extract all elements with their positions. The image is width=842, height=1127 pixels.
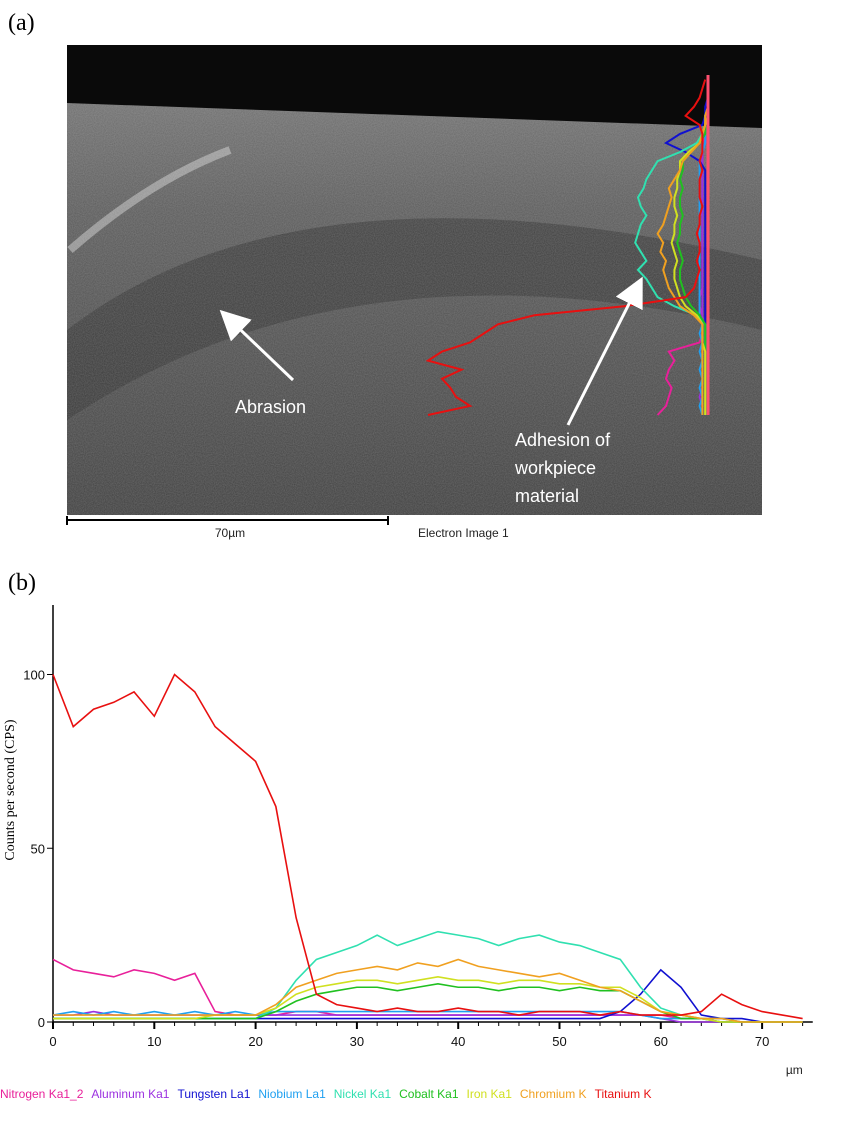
- annotation: Abrasion: [235, 397, 306, 417]
- line-chart: 0 50 100 0 10 20 30 40 50 60 70 µm Nitrogen Ka1_2 Alu…: [0, 605, 813, 1101]
- legend-entry: Iron Ka1: [467, 1087, 513, 1101]
- panel-label: (a): [8, 10, 35, 36]
- series-line: [53, 958, 803, 1023]
- x-tick-label: 70: [755, 1034, 769, 1049]
- x-tick-label: 0: [49, 1034, 56, 1049]
- image-top: [67, 45, 762, 128]
- panel-label: (b): [8, 570, 36, 596]
- y-tick-label: 50: [31, 841, 45, 856]
- x-tick-label: 20: [248, 1034, 262, 1049]
- legend-entry: Tungsten La1: [177, 1087, 250, 1101]
- sem-image: Abrasion Adhesion of workpiece material: [67, 45, 762, 515]
- linescan-overlay: [425, 75, 710, 416]
- overlay-line: [425, 79, 707, 416]
- legend-entry: Aluminum Ka1: [91, 1087, 169, 1101]
- arrow: [566, 276, 643, 426]
- y-axis-label: Counts per second (CPS): [3, 719, 18, 861]
- image-caption: Electron Image 1: [418, 526, 509, 540]
- series-line: [52, 958, 803, 1023]
- legend-entry: Nickel Ka1: [334, 1087, 392, 1101]
- annotation: workpiece: [514, 458, 596, 478]
- legend-entry: Titanium K: [595, 1087, 652, 1101]
- scale-bar: 70µm Electron Image 1: [66, 516, 509, 540]
- x-tick-label: 30: [350, 1034, 364, 1049]
- annotation: material: [515, 486, 579, 506]
- annotation: Adhesion of: [515, 430, 611, 450]
- x-tick-label: 10: [147, 1034, 161, 1049]
- legend-entry: Nitrogen Ka1_2: [0, 1087, 84, 1101]
- scale-label: 70µm: [215, 526, 245, 540]
- x-tick-label: 50: [552, 1034, 566, 1049]
- y-tick-label: 0: [38, 1015, 45, 1030]
- legend-entry: Niobium La1: [258, 1087, 326, 1101]
- x-tick-label: 60: [654, 1034, 668, 1049]
- y-tick-label: 100: [23, 668, 45, 683]
- x-tick-label: 40: [451, 1034, 465, 1049]
- series-line: [52, 673, 803, 1020]
- x-axis-label: µm: [786, 1063, 803, 1077]
- arrow: [219, 309, 295, 382]
- legend-entry: Chromium K: [520, 1087, 587, 1101]
- legend-entry: Cobalt Ka1: [399, 1087, 459, 1101]
